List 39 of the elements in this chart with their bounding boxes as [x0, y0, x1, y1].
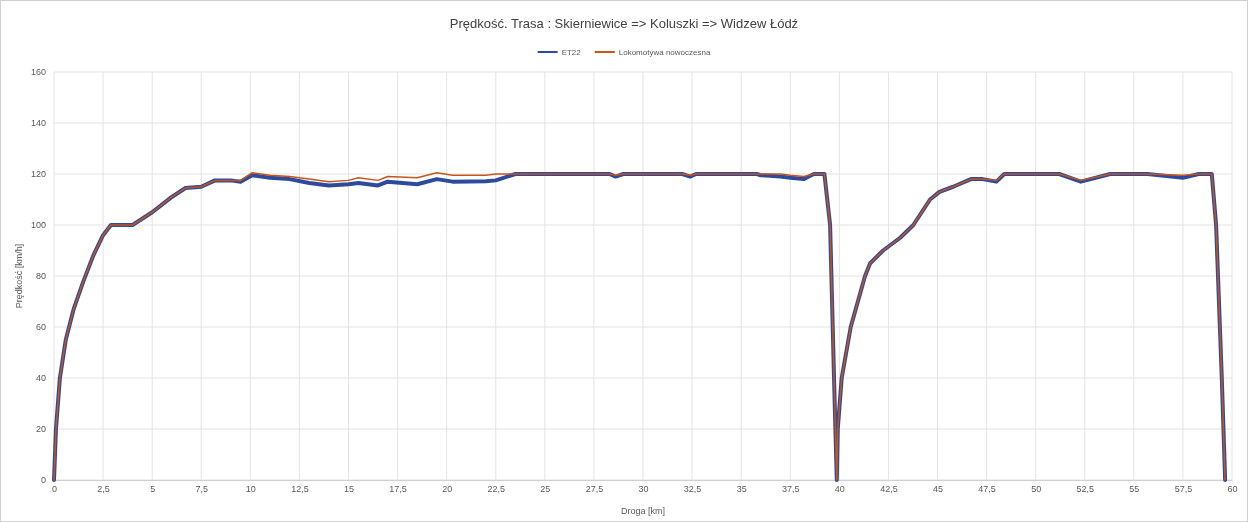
x-tick-label: 0 [51, 484, 58, 495]
legend-label: ET22 [561, 48, 582, 57]
x-tick-label: 30 [638, 484, 649, 495]
y-tick-label: 80 [35, 271, 46, 282]
x-tick-label: 35 [736, 484, 747, 495]
x-tick-label: 50 [1031, 484, 1042, 495]
y-tick-label: 40 [35, 373, 46, 384]
x-tick-label: 47,5 [978, 484, 996, 495]
x-tick-label: 45 [932, 484, 944, 495]
x-tick-label: 12,5 [291, 484, 309, 495]
x-tick-label: 40 [834, 484, 845, 495]
x-tick-label: 32,5 [683, 484, 702, 495]
x-tick-label: 10 [245, 484, 256, 495]
x-tick-label: 5 [150, 484, 156, 495]
x-tick-label: 42,5 [880, 484, 898, 495]
y-tick-label: 140 [30, 118, 46, 129]
y-tick-label: 0 [40, 475, 46, 486]
x-tick-label: 27,5 [585, 484, 604, 495]
x-tick-label: 37,5 [781, 484, 800, 495]
y-tick-label: 120 [30, 169, 46, 180]
legend-label: Lokomotywa nowoczesna [618, 48, 711, 57]
x-tick-label: 25 [540, 484, 551, 495]
x-tick-label: 52,5 [1076, 484, 1095, 495]
x-tick-label: 57,5 [1174, 484, 1193, 495]
x-tick-label: 2,5 [97, 484, 110, 495]
x-tick-label: 55 [1129, 484, 1140, 495]
x-tick-label: 22,5 [487, 484, 506, 495]
y-tick-label: 100 [30, 220, 46, 231]
x-tick-label: 60 [1227, 484, 1238, 495]
chart-title: Prędkość. Trasa : Skierniewice => Koluszki => Widzew Łódź [449, 16, 799, 31]
y-tick-label: 60 [35, 322, 46, 333]
y-axis-title: Prędkość [km/h] [14, 243, 24, 309]
x-tick-label: 7,5 [195, 484, 209, 495]
y-tick-label: 20 [35, 424, 46, 435]
x-tick-label: 20 [442, 484, 453, 495]
x-tick-label: 15 [343, 484, 355, 495]
x-axis-title: Droga [km] [620, 506, 666, 516]
x-tick-label: 17,5 [389, 484, 407, 495]
y-tick-label: 160 [30, 67, 46, 78]
